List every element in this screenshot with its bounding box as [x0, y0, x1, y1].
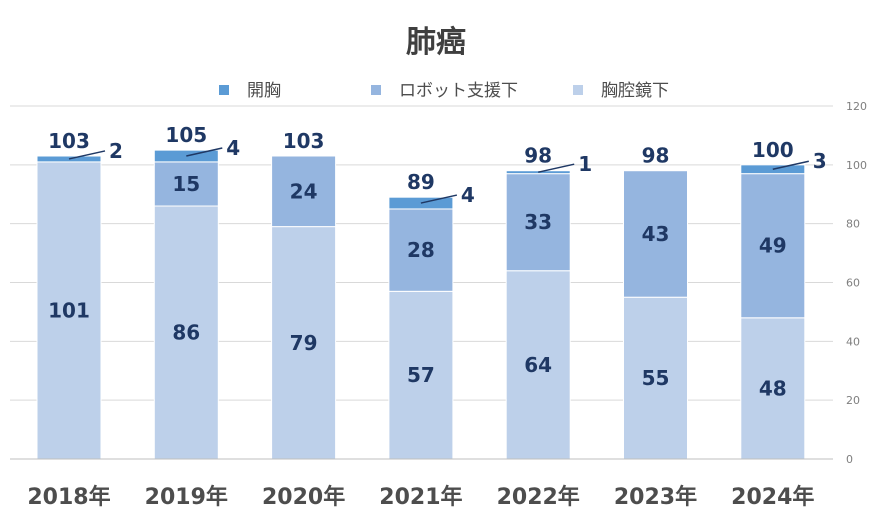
x-tick-label: 2022年 [497, 484, 580, 510]
legend-label: 開胸 [247, 81, 281, 101]
x-tick-label: 2018年 [27, 484, 110, 510]
callout-value-label: 4 [461, 183, 475, 207]
segment-value-label: 24 [290, 179, 318, 203]
callout-leader-line [772, 160, 809, 170]
segment-value-label: 86 [172, 321, 200, 345]
callout-leader-line [420, 194, 458, 204]
segment-value-label: 79 [290, 331, 318, 355]
callout-leader-line [538, 163, 575, 173]
bar-segment [623, 170, 688, 298]
legend-label: ロボット支援下 [399, 81, 518, 101]
total-label: 105 [165, 123, 207, 147]
bar-segment [505, 270, 571, 460]
total-label: 103 [48, 129, 90, 153]
legend-item: 胸腔鏡下 [573, 81, 669, 101]
x-tick-label: 2023年 [614, 484, 697, 510]
segment-value-label: 43 [642, 222, 670, 246]
x-tick-label: 2024年 [731, 484, 814, 510]
segment-value-label: 48 [759, 376, 787, 400]
segment-value-label: 64 [524, 353, 552, 377]
x-tick-label: 2021年 [379, 484, 462, 510]
y-tick-label: 60 [846, 277, 860, 290]
callout-value-label: 1 [578, 152, 592, 176]
legend-label: 胸腔鏡下 [601, 81, 669, 101]
bar-segment [153, 161, 219, 207]
legend-item: ロボット支援下 [371, 81, 518, 101]
segment-value-label: 57 [407, 363, 435, 387]
y-tick-label: 120 [846, 100, 867, 113]
total-label: 98 [642, 144, 670, 168]
data-labels: 101 103 2 86 15 105 4 79 24 103 57 28 89 4 64 33 98 1 55 43… [48, 123, 827, 400]
bar-segment [388, 290, 454, 460]
segment-value-label: 28 [407, 238, 435, 262]
callout-value-label: 4 [226, 136, 240, 160]
callout-leader-line [68, 150, 106, 160]
total-label: 89 [407, 170, 435, 194]
callout-value-label: 3 [813, 149, 827, 173]
bars [36, 149, 806, 460]
bar-segment [623, 296, 688, 460]
bar-segment [271, 226, 337, 460]
segment-value-label: 49 [759, 234, 787, 258]
y-tick-label: 80 [846, 218, 860, 231]
bar-segment [740, 317, 806, 460]
x-tick-label: 2019年 [145, 484, 228, 510]
legend-swatch [371, 85, 381, 95]
y-tick-label: 40 [846, 335, 860, 348]
legend-item: 開胸 [219, 81, 281, 101]
callout-value-label: 2 [109, 139, 123, 163]
segment-value-label: 15 [172, 172, 200, 196]
axes: 0 20 40 60 80 100 120 2018年 2019年 2020年 2021年 2022年… [10, 100, 867, 510]
total-label: 98 [524, 144, 552, 168]
segment-value-label: 101 [48, 298, 90, 322]
bar-segment [153, 205, 219, 460]
y-tick-label: 0 [846, 453, 853, 466]
legend: 開胸 ロボット支援下 胸腔鏡下 [219, 81, 669, 101]
y-tick-label: 20 [846, 394, 860, 407]
bar-segment [740, 173, 806, 319]
segment-value-label: 33 [524, 210, 552, 234]
y-tick-label: 100 [846, 159, 867, 172]
chart-title: 肺癌 [406, 25, 466, 60]
callout-leader-line [186, 147, 223, 157]
legend-swatch [573, 85, 583, 95]
bar-segment [388, 208, 454, 292]
x-tick-label: 2020年 [262, 484, 345, 510]
total-label: 103 [283, 129, 325, 153]
bar-segment [271, 155, 337, 228]
legend-swatch [219, 85, 229, 95]
segment-value-label: 55 [642, 366, 670, 390]
total-label: 100 [752, 138, 794, 162]
